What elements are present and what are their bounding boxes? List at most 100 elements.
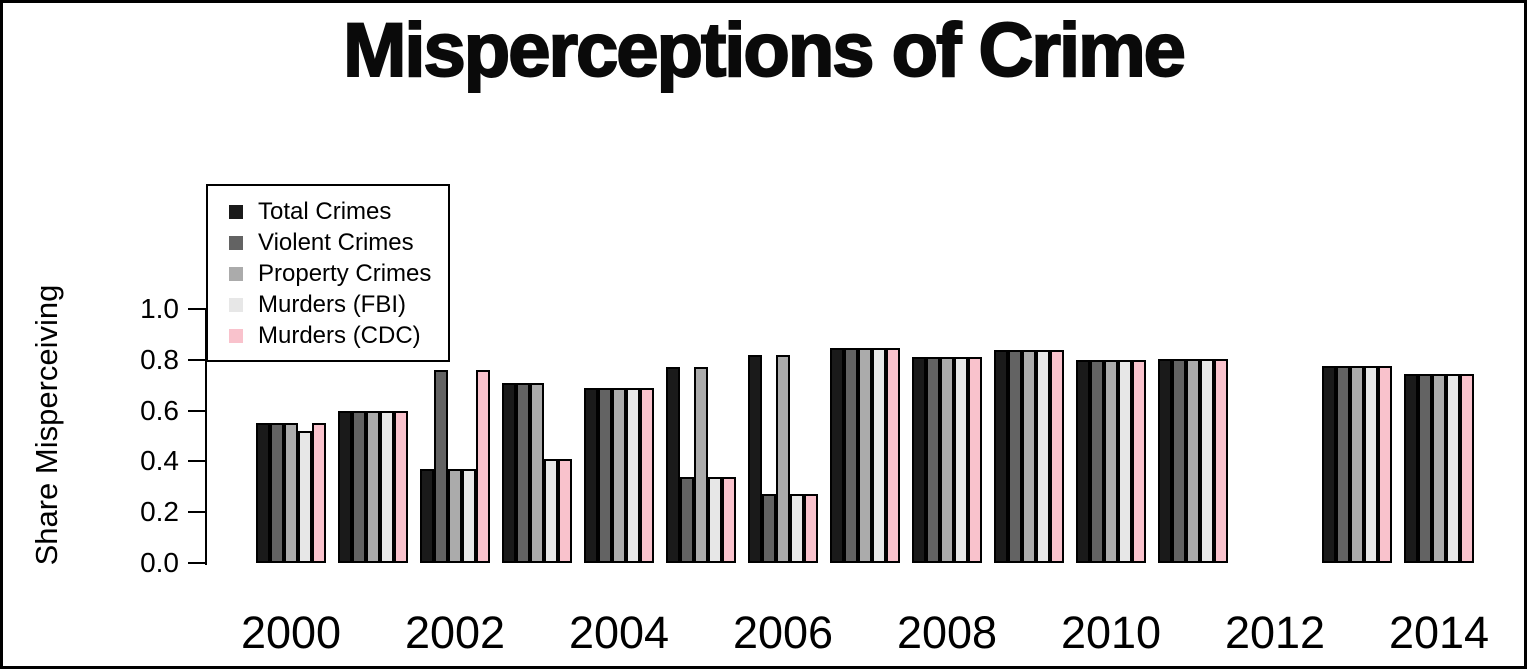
- x-tick-label: 2004: [568, 607, 670, 658]
- x-tick-label: 2010: [1060, 607, 1162, 658]
- bar-2000-property-crimes: [284, 423, 298, 563]
- bar-2007-property-crimes: [858, 348, 872, 563]
- bar-2010-violent-crimes: [1090, 359, 1104, 563]
- bar-2007-violent-crimes: [844, 348, 858, 563]
- bar-2002-total-crimes: [420, 469, 434, 563]
- bar-2014-violent-crimes: [1418, 373, 1432, 563]
- bar-2003-violent-crimes: [516, 382, 530, 563]
- bar-2009-murders-fbi: [1036, 349, 1050, 563]
- bar-2003-murders-cdc: [558, 458, 572, 563]
- bar-2009-property-crimes: [1022, 349, 1036, 563]
- bar-2009-murders-cdc: [1050, 349, 1064, 563]
- y-axis-tick: [188, 562, 206, 564]
- bar-2004-murders-fbi: [626, 387, 640, 563]
- bar-2002-property-crimes: [448, 469, 462, 563]
- bar-2003-total-crimes: [502, 382, 516, 563]
- bar-2006-violent-crimes: [762, 494, 776, 563]
- bar-2004-property-crimes: [612, 387, 626, 563]
- bar-2010-murders-cdc: [1132, 359, 1146, 563]
- y-axis-tick: [188, 308, 206, 310]
- bar-2001-violent-crimes: [352, 410, 366, 563]
- bar-2000-murders-cdc: [312, 423, 326, 563]
- legend-label: Property Crimes: [258, 259, 432, 287]
- legend-item-murders-cdc: Murders (CDC): [208, 320, 448, 351]
- y-axis-tick: [188, 460, 206, 463]
- bar-2000-murders-fbi: [298, 430, 312, 563]
- bar-2001-murders-cdc: [394, 410, 408, 563]
- bar-2004-violent-crimes: [598, 387, 612, 563]
- x-tick-label: 2012: [1224, 607, 1326, 658]
- bar-2013-property-crimes: [1350, 366, 1364, 563]
- bar-2005-murders-cdc: [722, 476, 736, 563]
- bar-2007-murders-cdc: [886, 348, 900, 563]
- legend-swatch-property-crimes: [229, 266, 243, 281]
- bar-2007-murders-fbi: [872, 348, 886, 563]
- bar-2008-total-crimes: [912, 357, 926, 563]
- bar-2011-property-crimes: [1186, 358, 1200, 563]
- bar-2000-violent-crimes: [270, 423, 284, 563]
- legend-label: Total Crimes: [258, 198, 392, 226]
- bar-2003-murders-fbi: [544, 458, 558, 563]
- bar-2013-murders-fbi: [1364, 366, 1378, 563]
- bar-2008-violent-crimes: [926, 357, 940, 563]
- y-tick-label: 0.2: [140, 496, 179, 528]
- y-axis-title: Share Misperceiving: [29, 284, 64, 566]
- bar-2007-total-crimes: [830, 348, 844, 563]
- bar-2008-murders-fbi: [954, 357, 968, 563]
- bar-2004-murders-cdc: [640, 387, 654, 563]
- bar-2004-total-crimes: [584, 387, 598, 563]
- x-tick-label: 2014: [1388, 607, 1490, 658]
- legend-swatch-murders-fbi: [229, 297, 243, 312]
- y-tick-label: 0.6: [140, 394, 179, 426]
- legend-label: Murders (FBI): [258, 290, 407, 318]
- bar-2009-total-crimes: [994, 349, 1008, 563]
- bar-2014-murders-cdc: [1460, 373, 1474, 563]
- bar-2006-property-crimes: [776, 354, 790, 563]
- x-tick-label: 2008: [896, 607, 998, 658]
- y-axis-tick: [188, 409, 206, 412]
- bar-2014-total-crimes: [1404, 373, 1418, 563]
- legend-item-total-crimes: Total Crimes: [208, 197, 448, 228]
- legend-item-murders-fbi: Murders (FBI): [208, 289, 448, 320]
- bar-2005-violent-crimes: [680, 476, 694, 563]
- legend: Total Crimes Violent Crimes Property Crime…: [206, 184, 450, 362]
- y-tick-label: 0.0: [140, 547, 179, 578]
- bar-2006-murders-fbi: [790, 494, 804, 563]
- bar-2011-total-crimes: [1158, 358, 1172, 563]
- legend-swatch-total-crimes: [229, 205, 243, 220]
- bar-2013-violent-crimes: [1336, 366, 1350, 563]
- bar-2008-murders-cdc: [968, 357, 982, 563]
- bar-2010-murders-fbi: [1118, 359, 1132, 563]
- bar-2013-total-crimes: [1322, 366, 1336, 563]
- bar-2003-property-crimes: [530, 382, 544, 563]
- bar-2000-total-crimes: [256, 423, 270, 563]
- y-axis-tick: [188, 511, 206, 514]
- bar-2002-murders-cdc: [476, 369, 490, 563]
- bar-2005-murders-fbi: [708, 476, 722, 563]
- chart-title: Misperceptions of Crime: [342, 7, 1187, 94]
- bar-2014-property-crimes: [1432, 373, 1446, 563]
- bar-2011-murders-cdc: [1214, 358, 1228, 563]
- x-tick-label: 2006: [732, 607, 834, 658]
- bar-2009-violent-crimes: [1008, 349, 1022, 563]
- y-tick-label: 0.4: [140, 445, 179, 477]
- bar-2001-murders-fbi: [380, 410, 394, 563]
- bar-2006-murders-cdc: [804, 494, 818, 563]
- bar-2005-total-crimes: [666, 367, 680, 563]
- x-tick-label: 2002: [404, 607, 506, 658]
- bar-2011-murders-fbi: [1200, 358, 1214, 563]
- legend-swatch-violent-crimes: [229, 236, 243, 251]
- legend-label: Murders (CDC): [258, 321, 421, 349]
- bar-2002-violent-crimes: [434, 369, 448, 563]
- y-axis-tick: [188, 358, 206, 361]
- bar-2010-property-crimes: [1104, 359, 1118, 563]
- bar-2011-violent-crimes: [1172, 358, 1186, 563]
- x-tick-label: 2000: [240, 607, 342, 658]
- y-axis-line: [205, 308, 207, 565]
- bar-2001-property-crimes: [366, 410, 380, 563]
- bar-2005-property-crimes: [694, 367, 708, 563]
- legend-item-violent-crimes: Violent Crimes: [208, 228, 448, 259]
- y-tick-label: 1.0: [140, 293, 179, 324]
- bar-2006-total-crimes: [748, 354, 762, 563]
